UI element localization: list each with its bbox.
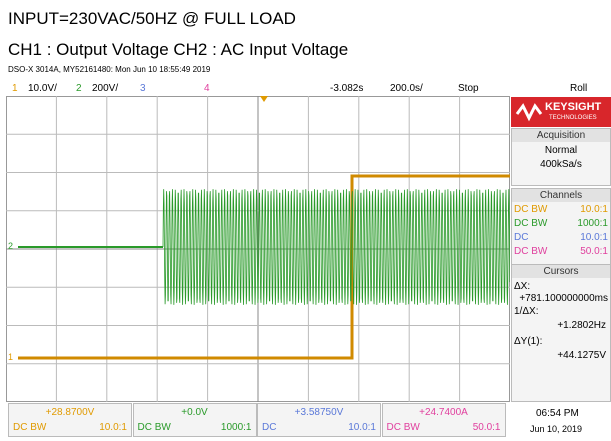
cursors-panel: Cursors ΔX: +781.100000000ms 1/ΔX: +1.28… <box>511 264 611 402</box>
acquisition-rate: 400kSa/s <box>540 159 582 170</box>
ch1-trace <box>18 174 510 360</box>
cursor-value: +781.100000000ms <box>519 293 608 304</box>
cursor-label: 1/ΔX: <box>514 306 539 317</box>
channel-ratio: 50.0:1 <box>580 246 608 257</box>
readout-ratio: 10.0:1 <box>99 422 127 433</box>
readout-coupling: DC <box>262 422 277 433</box>
channels-title: Channels <box>512 189 610 202</box>
time-offset: -3.082s <box>330 83 364 94</box>
title: INPUT=230VAC/50HZ @ FULL LOAD <box>8 9 296 28</box>
acquisition-title: Acquisition <box>512 129 610 142</box>
brand-logo: KEYSIGHT TECHNOLOGIES <box>511 97 611 127</box>
channel-coupling: DC <box>514 232 529 243</box>
ch2-trace-ac <box>162 189 510 305</box>
channel-coupling: DC BW <box>514 204 548 215</box>
readout-value: +0.0V <box>181 407 208 418</box>
readout-coupling: DC BW <box>386 422 420 433</box>
channel-readout: +28.8700V DC BW 10.0:1 <box>8 403 132 437</box>
channel-coupling: DC BW <box>514 246 548 257</box>
cursors-title: Cursors <box>512 265 610 278</box>
time-scale: 200.0s/ <box>390 83 423 94</box>
ch2-number: 2 <box>76 83 82 94</box>
subtitle: CH1 : Output Voltage CH2 : AC Input Volt… <box>8 40 349 59</box>
channel-readout: +24.7400A DC BW 50.0:1 <box>381 403 506 437</box>
cursor-label: ΔY(1): <box>514 336 543 347</box>
readout-ratio: 50.0:1 <box>472 422 501 433</box>
waveform-display <box>6 96 510 402</box>
ch3-number: 3 <box>140 83 146 94</box>
trigger-marker <box>260 96 268 102</box>
ch4-number: 4 <box>204 83 210 94</box>
channel-ratio: 1000:1 <box>577 218 608 229</box>
readout-value: +28.8700V <box>45 407 95 418</box>
device-info: DSO-X 3014A, MY52161480: Mon Jun 10 18:5… <box>8 65 211 74</box>
readout-value: +3.58750V <box>294 407 344 418</box>
mode: Roll <box>570 83 588 94</box>
readout-value: +24.7400A <box>419 407 468 418</box>
channel-ratio: 10.0:1 <box>580 232 608 243</box>
brand-icon <box>515 103 543 122</box>
readout-coupling: DC BW <box>137 422 171 433</box>
acquisition-mode: Normal <box>544 145 578 156</box>
channel-ratio: 10.0:1 <box>580 204 608 215</box>
clock-date: Jun 10, 2019 <box>530 424 583 434</box>
channels-panel: Channels DC BW 10.0:1 DC BW 1000:1 DC 10.0:1 D… <box>511 188 611 266</box>
run-state: Stop <box>458 83 479 94</box>
ch1-scale: 10.0V/ <box>28 83 57 94</box>
cursor-value: +44.1275V <box>557 350 606 361</box>
brand: KEYSIGHT <box>545 101 602 113</box>
ch2-marker: 2 <box>8 241 14 251</box>
ch1-number: 1 <box>12 83 18 94</box>
ch2-scale: 200V/ <box>92 83 119 94</box>
readout-ratio: 10.0:1 <box>348 422 376 433</box>
cursor-value: +1.2802Hz <box>557 320 606 331</box>
readout-coupling: DC BW <box>13 422 47 433</box>
acquisition-panel: Acquisition Normal 400kSa/s <box>511 128 611 186</box>
cursor-label: ΔX: <box>514 281 531 292</box>
channel-coupling: DC BW <box>514 218 548 229</box>
readout-ratio: 1000:1 <box>220 422 252 433</box>
clock-time: 06:54 PM <box>536 408 579 419</box>
channel-readout: +0.0V DC BW 1000:1 <box>132 403 257 437</box>
brand-sub: TECHNOLOGIES <box>549 115 597 121</box>
ch1-marker: 1 <box>8 352 14 362</box>
channel-readout: +3.58750V DC 10.0:1 <box>257 403 381 437</box>
channel-readouts: +28.8700V DC BW 10.0:1 +0.0V DC BW 1000:1 +3.5… <box>8 403 506 437</box>
